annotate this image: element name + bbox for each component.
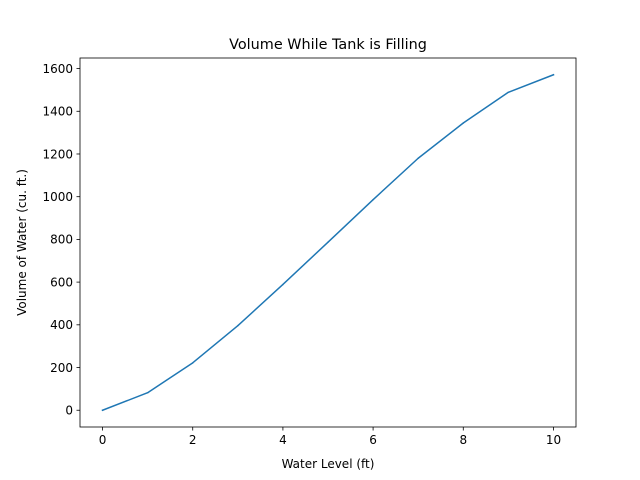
data-point [507, 91, 510, 94]
axes-frame [79, 57, 577, 428]
x-tick-label: 8 [459, 433, 467, 447]
y-tick-label: 1200 [42, 147, 73, 161]
y-tick-label: 1600 [42, 62, 73, 76]
data-point [191, 362, 194, 364]
y-tick-label: 0 [65, 404, 73, 418]
data-point [237, 324, 239, 327]
y-axis-ticks: 0 200 400 600 800 1000 1200 1400 1600 [42, 62, 80, 418]
x-tick-label: 2 [189, 433, 197, 447]
x-axis-ticks: 0 2 4 6 8 10 [99, 427, 561, 447]
data-point [327, 241, 329, 243]
y-tick-label: 1400 [42, 105, 73, 119]
data-point [462, 122, 465, 124]
chart-title: Volume While Tank is Filling [229, 37, 427, 53]
x-tick-label: 0 [99, 433, 107, 447]
x-axis-label: Water Level (ft) [282, 457, 375, 471]
x-tick-label: 6 [369, 433, 377, 447]
data-point [552, 74, 555, 76]
y-tick-label: 200 [50, 361, 73, 375]
y-axis-label: Volume of Water (cu. ft.) [15, 169, 29, 316]
data-point [101, 409, 104, 411]
y-tick-label: 1000 [42, 190, 73, 204]
y-tick-label: 600 [50, 275, 73, 289]
data-point [372, 198, 374, 201]
data-point [417, 157, 419, 160]
x-tick-label: 4 [279, 433, 287, 447]
series-layer [101, 73, 555, 412]
x-tick-label: 10 [546, 433, 561, 447]
y-tick-label: 800 [50, 233, 73, 247]
y-tick-label: 400 [50, 318, 73, 332]
data-point [146, 391, 149, 394]
data-point [282, 283, 284, 286]
